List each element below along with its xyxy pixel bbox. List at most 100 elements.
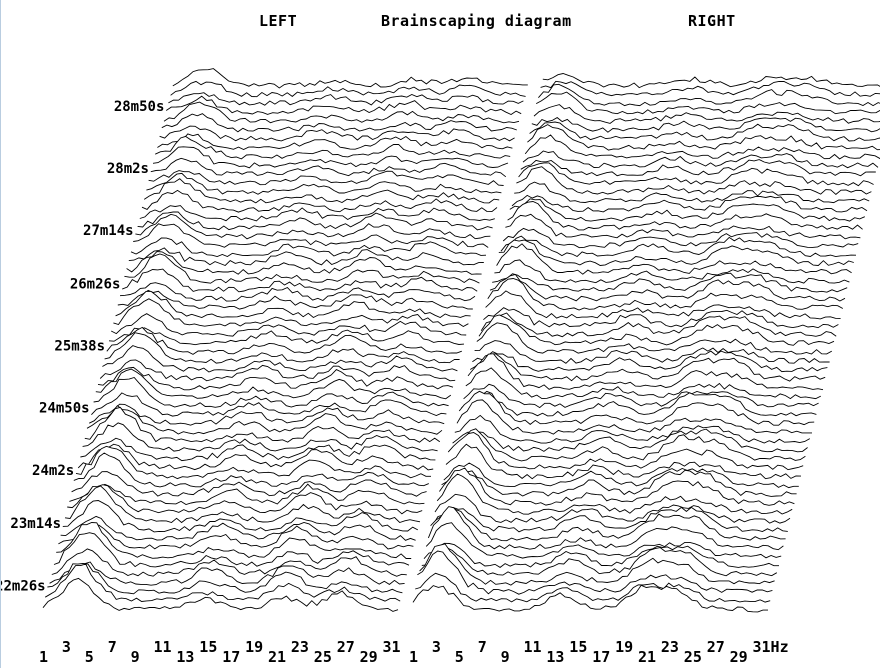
freq-tick-label: 11 [524, 638, 542, 656]
trace-mask [496, 243, 852, 276]
spectrum-trace [487, 278, 844, 311]
spectrum-trace [489, 273, 846, 302]
spectrum-trace [110, 313, 467, 337]
trace-mask [91, 392, 447, 418]
spectrum-trace [472, 350, 828, 373]
spectrum-trace [527, 124, 880, 151]
spectrum-trace [485, 290, 841, 320]
trace-mask [490, 274, 845, 303]
trace-mask [148, 170, 504, 187]
trace-mask [479, 315, 834, 347]
spectrum-trace [84, 406, 441, 443]
trace-mask [111, 313, 467, 338]
freq-tick-label: 7 [478, 638, 487, 656]
spectrum-trace [165, 95, 522, 116]
spectrum-trace [511, 194, 868, 213]
trace-mask [137, 212, 493, 232]
trace-mask [89, 404, 445, 427]
spectrum-trace [75, 445, 431, 480]
spectrum-trace [514, 181, 870, 204]
spectrum-trace [106, 326, 462, 355]
spectrum-trace [157, 133, 513, 150]
trace-mask [80, 438, 436, 462]
spectrum-trace [492, 272, 848, 293]
time-label: 22m26s [1, 578, 46, 594]
spectrum-trace [529, 121, 880, 142]
trace-mask [157, 133, 513, 152]
spectrum-trace [49, 561, 405, 586]
spectrum-trace [447, 432, 804, 471]
trace-mask [51, 548, 407, 578]
spectrum-trace [425, 522, 782, 559]
trace-mask [448, 432, 804, 471]
spectrum-trace [155, 135, 511, 160]
spectrum-trace [139, 205, 495, 222]
trace-mask [106, 327, 462, 356]
trace-mask [476, 322, 832, 356]
trace-mask [527, 124, 880, 152]
spectrum-trace [507, 201, 863, 231]
trace-mask [133, 223, 489, 249]
spectrum-trace [130, 237, 487, 258]
spectrum-trace [520, 159, 876, 177]
freq-tick-label: 13 [176, 648, 194, 666]
trace-mask [124, 254, 480, 285]
trace-mask [128, 247, 484, 267]
spectrum-trace [141, 189, 498, 213]
freq-tick-label: 9 [501, 648, 510, 666]
spectrum-trace [476, 322, 833, 355]
spectrum-trace [51, 548, 407, 577]
trace-mask [43, 578, 398, 613]
freq-tick-label: 29 [360, 648, 378, 666]
trace-mask [115, 291, 471, 320]
spectrum-trace [427, 506, 784, 551]
trace-mask [465, 367, 821, 400]
spectrum-trace [463, 383, 819, 409]
time-label: 25m38s [54, 339, 105, 355]
freq-tick-label: 1 [39, 648, 48, 666]
spectrum-trace [533, 104, 880, 124]
spectrum-trace [419, 543, 775, 586]
spectrum-trace [458, 390, 815, 426]
trace-mask [120, 282, 475, 303]
spectrum-trace [108, 327, 465, 346]
time-label: 23m14s [10, 516, 61, 532]
spectrum-trace [434, 493, 791, 524]
spectrum-trace [150, 157, 507, 178]
freq-tick-label: 29 [730, 648, 748, 666]
freq-tick-label: 5 [455, 648, 464, 666]
spectrum-trace [113, 298, 469, 328]
freq-tick-label: 7 [108, 638, 117, 656]
spectrum-trace [443, 462, 799, 489]
freq-tick-label: 25 [314, 648, 332, 666]
trace-mask [520, 159, 876, 178]
trace-mask [67, 484, 423, 516]
spectrum-trace [505, 213, 861, 240]
spectrum-trace [417, 550, 773, 595]
spectrum-trace [161, 113, 517, 133]
trace-mask [122, 269, 478, 294]
freq-tick-label: 25 [684, 648, 702, 666]
trace-mask [525, 135, 880, 161]
spectrum-trace [89, 403, 445, 426]
spectrum-trace [478, 314, 835, 346]
spectrum-trace [518, 162, 874, 187]
trace-mask [509, 198, 865, 223]
spectrum-trace [102, 345, 458, 373]
freq-tick-label: 15 [199, 638, 217, 656]
spectrum-trace [441, 469, 797, 497]
trace-mask [437, 474, 793, 516]
trace-mask [164, 102, 519, 125]
spectrum-trace [124, 253, 480, 284]
trace-mask [56, 522, 412, 560]
trace-mask [498, 240, 854, 267]
trace-mask [168, 92, 524, 107]
spectrum-trace [465, 367, 821, 400]
spectrum-trace [119, 282, 476, 302]
trace-mask [104, 332, 460, 365]
trace-mask [538, 84, 880, 107]
trace-mask [153, 146, 508, 169]
spectrum-trace [502, 227, 859, 249]
